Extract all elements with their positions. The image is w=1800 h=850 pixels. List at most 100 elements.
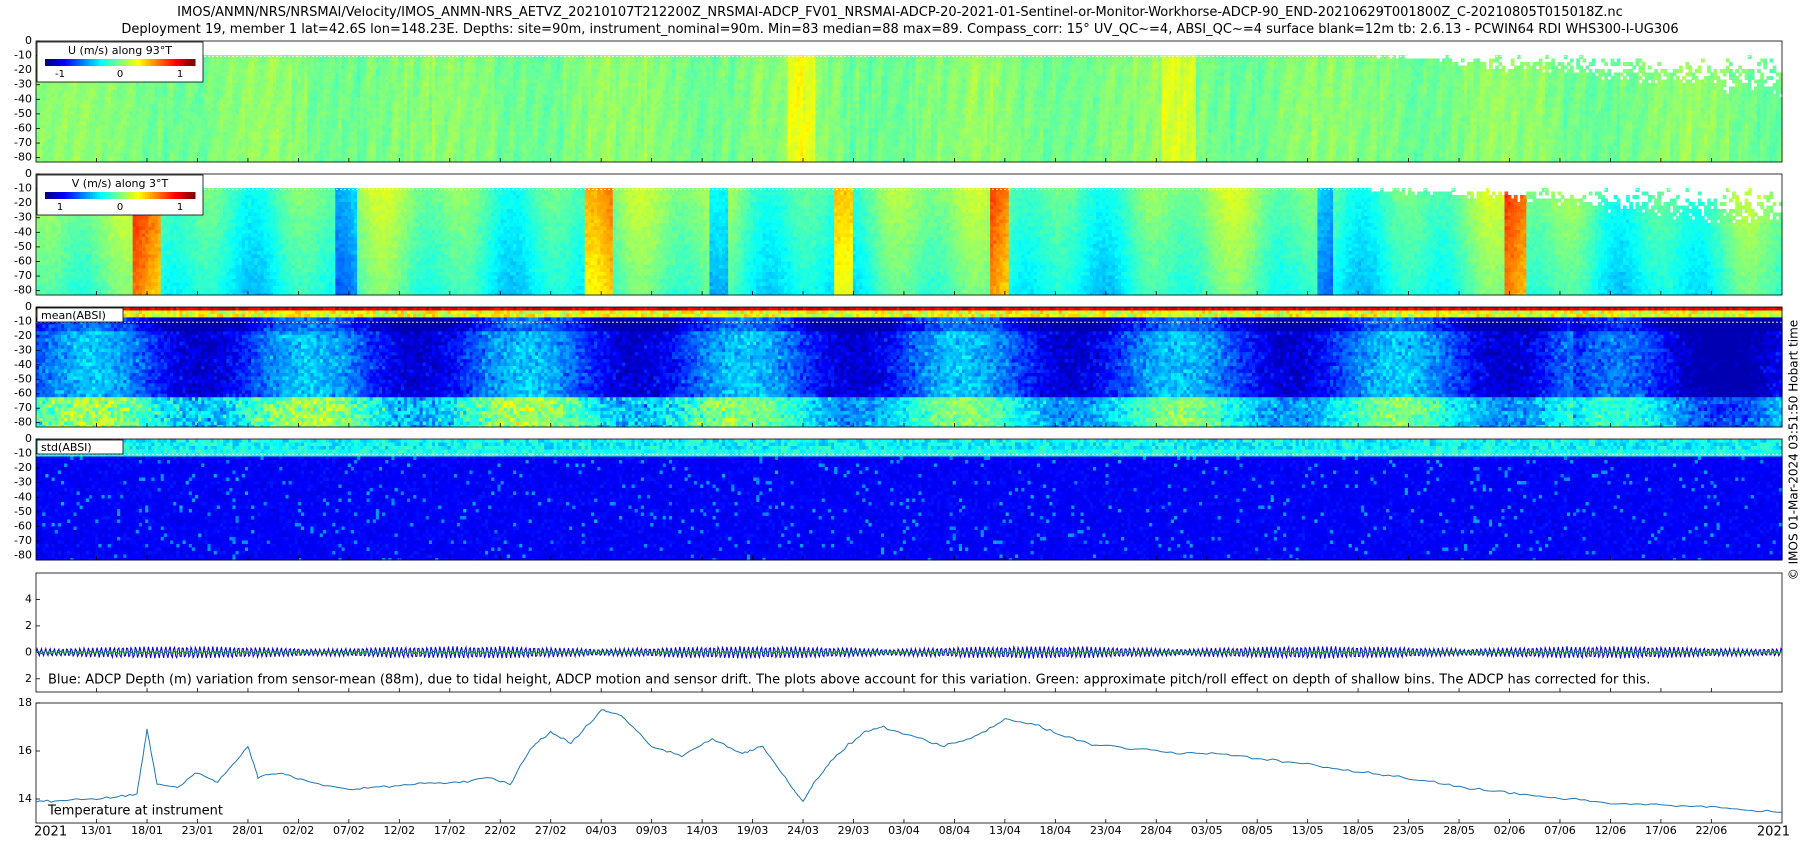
heatmap-panel-2: 0 -10-20 -30-40 -50-60 -70 -80 V (m/s) along 3… bbox=[14, 167, 1783, 297]
x-tick-label: 04/03 bbox=[585, 824, 617, 837]
heatmap-cells bbox=[36, 188, 1783, 296]
x-tick-label: 22/06 bbox=[1696, 824, 1728, 837]
x-tick-label: 02/06 bbox=[1494, 824, 1526, 837]
y-tick-label: -10 bbox=[14, 49, 32, 62]
panel-frame bbox=[36, 703, 1782, 823]
mean-absi-legend: mean(ABSI) bbox=[37, 308, 123, 322]
x-tick-label: 07/02 bbox=[333, 824, 365, 837]
x-tick-label: 13/04 bbox=[989, 824, 1021, 837]
legend-title: std(ABSI) bbox=[41, 441, 92, 454]
x-year-right: 2021 bbox=[1757, 825, 1790, 840]
heatmap-cells bbox=[36, 55, 1783, 163]
heatmap-panel-1: 0-10-20-30-40-50-60-70-80U (m/s) along 9… bbox=[14, 34, 1783, 164]
y-tick-label: -80 bbox=[14, 416, 32, 429]
x-tick-label: 23/05 bbox=[1393, 824, 1425, 837]
colorbar-tick-label: 1 bbox=[177, 202, 183, 213]
x-tick-label: 18/05 bbox=[1342, 824, 1374, 837]
y-tick-label: -50 bbox=[14, 240, 32, 253]
x-tick-label: 08/04 bbox=[939, 824, 971, 837]
y-tick-label: -20 bbox=[14, 196, 32, 209]
v-legend: V (m/s) along 3°T 1 0 1 bbox=[37, 175, 203, 215]
colorbar-tick-label: -1 bbox=[55, 69, 65, 80]
legend-title: mean(ABSI) bbox=[41, 309, 106, 322]
y-tick-label: -80 bbox=[14, 549, 32, 562]
colorbar bbox=[45, 59, 196, 66]
y-tick-label: -30 bbox=[14, 476, 32, 489]
y-tick-label: -40 bbox=[14, 92, 32, 105]
y-tick-label: -50 bbox=[14, 107, 32, 120]
x-tick-label: 18/01 bbox=[131, 824, 163, 837]
x-tick-label: 28/05 bbox=[1443, 824, 1475, 837]
x-tick-label: 13/05 bbox=[1292, 824, 1324, 837]
y-tick-label: -20 bbox=[14, 461, 32, 474]
y-tick-label: -70 bbox=[14, 136, 32, 149]
y-tick-label: 0 bbox=[25, 167, 32, 180]
heatmap-panel-4: 0 -10-20 -30-40 -50-60 -70 -80 std(ABSI) bbox=[14, 432, 1783, 562]
x-tick-label: 22/02 bbox=[484, 824, 516, 837]
legend-title: U (m/s) along 93°T bbox=[68, 44, 172, 57]
y-tick-label: -50 bbox=[14, 505, 32, 518]
x-year-left: 2021 bbox=[34, 825, 67, 840]
y-tick-label: -70 bbox=[14, 534, 32, 547]
y-tick-label: -30 bbox=[14, 78, 32, 91]
x-tick-label: 08/05 bbox=[1241, 824, 1273, 837]
copyright-label: © IMOS 01-Mar-2024 03:51:50 Hobart time bbox=[1787, 320, 1800, 580]
y-tick-label: -70 bbox=[14, 269, 32, 282]
temperature-annotation: Temperature at instrument bbox=[47, 804, 223, 819]
u-legend: U (m/s) along 93°T-1 0 1 bbox=[37, 42, 203, 82]
x-tick-label: 07/06 bbox=[1544, 824, 1576, 837]
colorbar-tick-label: 0 bbox=[117, 69, 123, 80]
y-tick-label: -70 bbox=[14, 401, 32, 414]
colorbar-tick-label: 1 bbox=[57, 202, 63, 213]
y-tick-label: -80 bbox=[14, 284, 32, 297]
heatmap-cells bbox=[36, 439, 1783, 561]
y-tick-label: -60 bbox=[14, 254, 32, 267]
y-tick-label: 0 bbox=[25, 34, 32, 47]
y-tick-label: 2 bbox=[25, 619, 32, 632]
x-tick-label: 18/04 bbox=[1039, 824, 1071, 837]
legend-title: V (m/s) along 3°T bbox=[72, 177, 169, 190]
x-tick-label: 13/01 bbox=[81, 824, 113, 837]
y-tick-label: 16 bbox=[18, 744, 32, 757]
y-tick-label: -10 bbox=[14, 314, 32, 327]
y-tick-label: -60 bbox=[14, 519, 32, 532]
y-tick-label: 0 bbox=[25, 645, 32, 658]
y-tick-label: -10 bbox=[14, 447, 32, 460]
x-tick-label: 28/01 bbox=[232, 824, 264, 837]
x-tick-label: 12/02 bbox=[383, 824, 415, 837]
x-tick-label: 23/04 bbox=[1090, 824, 1122, 837]
y-tick-label: -10 bbox=[14, 182, 32, 195]
y-tick-label: 14 bbox=[18, 792, 32, 805]
y-tick-label: 18 bbox=[18, 696, 32, 709]
x-tick-label: 23/01 bbox=[182, 824, 214, 837]
depth-annotation: Blue: ADCP Depth (m) variation from sens… bbox=[48, 673, 1650, 688]
colorbar-tick-label: 0 bbox=[117, 202, 123, 213]
colorbar bbox=[45, 192, 196, 199]
y-tick-label: -40 bbox=[14, 225, 32, 238]
temperature-panel: 14 16 18 Temperature at instrument bbox=[18, 696, 1782, 823]
x-tick-label: 03/04 bbox=[888, 824, 920, 837]
x-tick-label: 24/03 bbox=[787, 824, 819, 837]
y-tick-label: -60 bbox=[14, 121, 32, 134]
x-tick-label: 29/03 bbox=[838, 824, 870, 837]
x-tick-label: 02/02 bbox=[283, 824, 315, 837]
x-tick-label: 27/02 bbox=[535, 824, 567, 837]
x-tick-label: 17/06 bbox=[1645, 824, 1677, 837]
x-tick-label: 14/03 bbox=[686, 824, 718, 837]
y-tick-label: 4 bbox=[25, 592, 32, 605]
y-tick-label: 0 bbox=[25, 432, 32, 445]
y-tick-label: -50 bbox=[14, 372, 32, 385]
x-tick-label: 28/04 bbox=[1140, 824, 1172, 837]
heatmap-cells bbox=[36, 307, 1783, 428]
y-tick-label: -20 bbox=[14, 63, 32, 76]
y-tick-label: -40 bbox=[14, 490, 32, 503]
x-tick-label: 09/03 bbox=[636, 824, 668, 837]
y-tick-label: 0 bbox=[25, 300, 32, 313]
x-tick-label: 12/06 bbox=[1595, 824, 1627, 837]
y-tick-label: -20 bbox=[14, 329, 32, 342]
y-tick-label: -30 bbox=[14, 211, 32, 224]
